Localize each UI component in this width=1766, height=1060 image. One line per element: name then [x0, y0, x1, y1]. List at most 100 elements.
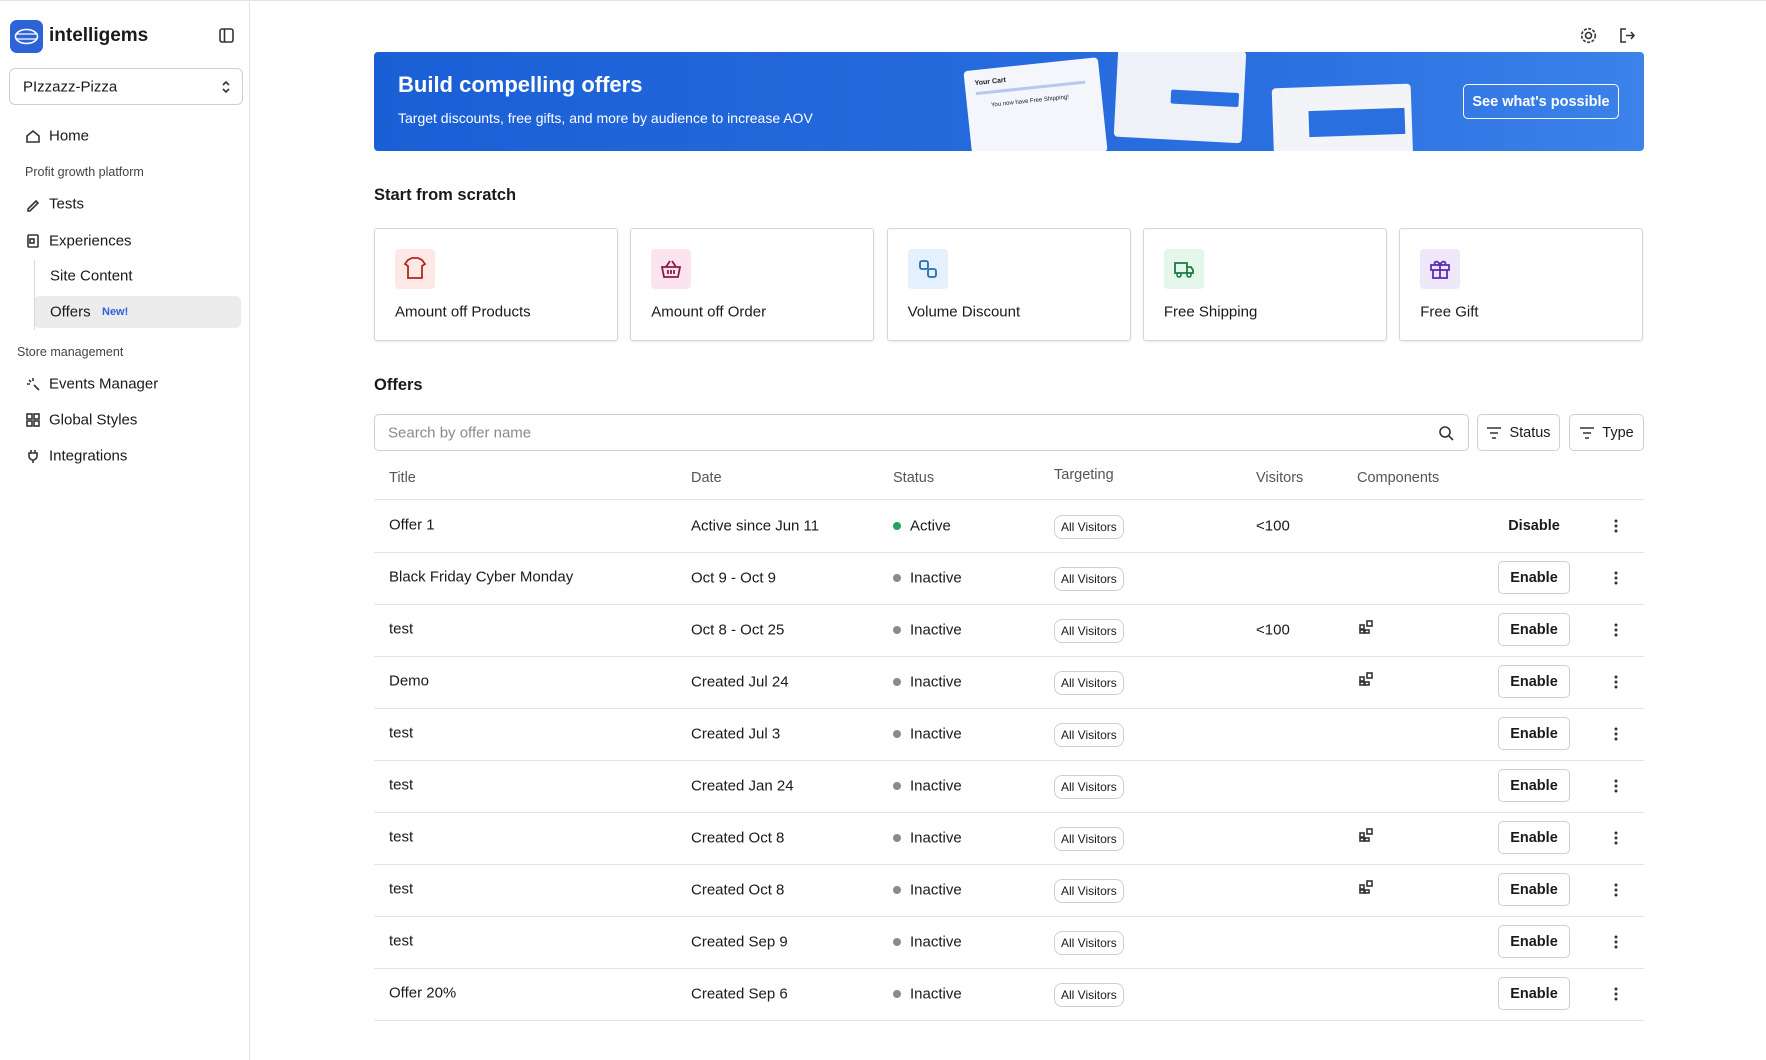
- offer-type-card[interactable]: Free Gift: [1399, 228, 1644, 341]
- nav-item[interactable]: Events Manager: [49, 375, 159, 393]
- action-button[interactable]: Enable: [1498, 665, 1570, 698]
- status-dot: [893, 886, 901, 894]
- nav-item[interactable]: Offers: [50, 303, 91, 321]
- offer-date: Created Jul 3: [691, 725, 781, 743]
- card-icon: [651, 249, 692, 289]
- offer-title[interactable]: test: [389, 776, 414, 794]
- row-divider: [374, 552, 1644, 553]
- action-button[interactable]: Enable: [1498, 925, 1570, 958]
- nav-item[interactable]: Site Content: [50, 267, 133, 285]
- column-header: Status: [893, 470, 935, 486]
- targeting-pill: All Visitors: [1054, 671, 1124, 695]
- nav-icon: [25, 128, 41, 149]
- column-header: Title: [389, 470, 416, 486]
- offer-title[interactable]: test: [389, 620, 414, 638]
- chevron: [222, 80, 230, 94]
- row-menu[interactable]: [1612, 570, 1620, 591]
- status-dot: [893, 938, 901, 946]
- offer-title[interactable]: Black Friday Cyber Monday: [389, 568, 574, 586]
- offer-status: Inactive: [910, 881, 962, 899]
- offer-type-card[interactable]: Amount off Products: [374, 228, 618, 341]
- nav-item[interactable]: Tests: [49, 195, 85, 213]
- settings-button[interactable]: [1580, 27, 1597, 44]
- action-button[interactable]: Enable: [1498, 873, 1570, 906]
- offer-title[interactable]: test: [389, 880, 414, 898]
- row-menu[interactable]: [1612, 986, 1620, 1007]
- row-divider: [374, 499, 1644, 500]
- offer-status: Inactive: [910, 673, 962, 691]
- offer-type-card[interactable]: Volume Discount: [886, 228, 1131, 341]
- row-menu[interactable]: [1612, 778, 1620, 799]
- row-menu[interactable]: [1612, 622, 1620, 643]
- logout-button[interactable]: [1619, 27, 1636, 44]
- status-dot: [893, 782, 901, 790]
- nav-item[interactable]: Global Styles: [49, 411, 138, 429]
- offer-date: Active since Jun 11: [691, 517, 820, 535]
- row-menu[interactable]: [1612, 674, 1620, 695]
- action-button[interactable]: Disable: [1508, 517, 1560, 534]
- offer-date: Created Sep 6: [691, 985, 788, 1003]
- active-bg: [34, 296, 241, 328]
- nav-item[interactable]: Home: [49, 127, 90, 145]
- offer-status: Inactive: [910, 933, 962, 951]
- logo: [10, 20, 43, 53]
- nav-badge: New!: [102, 306, 129, 318]
- targeting-pill: All Visitors: [1054, 567, 1124, 591]
- brand: intelligems: [49, 25, 149, 46]
- action-button[interactable]: Enable: [1498, 821, 1570, 854]
- targeting-pill: All Visitors: [1054, 723, 1124, 747]
- action-button[interactable]: Enable: [1498, 717, 1570, 750]
- offer-type-card[interactable]: Free Shipping: [1142, 228, 1387, 341]
- row-menu[interactable]: [1612, 830, 1620, 851]
- filter-button[interactable]: Status: [1477, 414, 1560, 451]
- illustration-discount: [1271, 83, 1414, 151]
- offer-date: Oct 9 - Oct 9: [691, 569, 777, 587]
- offer-title[interactable]: Offer 20%: [389, 984, 457, 1002]
- nav-item[interactable]: Experiences: [49, 232, 132, 250]
- store-name: PIzzazz-Pizza: [23, 78, 118, 96]
- components-icon: [1359, 620, 1373, 639]
- filter-button[interactable]: Type: [1569, 414, 1644, 451]
- action-button[interactable]: Enable: [1498, 977, 1570, 1010]
- offer-title[interactable]: test: [389, 828, 414, 846]
- nav-icon: [25, 196, 41, 217]
- action-button[interactable]: Enable: [1498, 769, 1570, 802]
- offer-status: Inactive: [910, 829, 962, 847]
- nav-icon: [25, 233, 41, 254]
- card-label: Free Shipping: [1163, 303, 1258, 321]
- offer-date: Created Jan 24: [691, 777, 794, 795]
- row-divider: [374, 1020, 1644, 1021]
- row-menu[interactable]: [1612, 518, 1620, 539]
- tree-line: [34, 260, 35, 330]
- status-dot: [893, 626, 901, 634]
- offer-status: Inactive: [910, 621, 962, 639]
- row-menu[interactable]: [1612, 726, 1620, 747]
- status-dot: [893, 834, 901, 842]
- visitors: <100: [1256, 621, 1290, 639]
- targeting-pill: All Visitors: [1054, 775, 1124, 799]
- action-button[interactable]: Enable: [1498, 561, 1570, 594]
- card-label: Volume Discount: [907, 303, 1021, 321]
- offer-title[interactable]: test: [389, 724, 414, 742]
- illustration-tiers: [1113, 52, 1247, 144]
- card-label: Free Gift: [1420, 303, 1479, 321]
- offer-type-card[interactable]: Amount off Order: [630, 228, 875, 341]
- search-box[interactable]: Search by offer name: [374, 414, 1469, 451]
- nav-item[interactable]: Integrations: [49, 447, 128, 465]
- store-select[interactable]: PIzzazz-Pizza: [9, 68, 243, 105]
- collapse-button[interactable]: [219, 28, 234, 43]
- offer-title[interactable]: Offer 1: [389, 516, 435, 534]
- action-button[interactable]: Enable: [1498, 613, 1570, 646]
- offer-title[interactable]: Demo: [389, 672, 430, 690]
- offer-title[interactable]: test: [389, 932, 414, 950]
- row-menu[interactable]: [1612, 934, 1620, 955]
- card-icon: [1420, 249, 1461, 289]
- nav-section: Profit growth platform: [25, 165, 144, 179]
- targeting-pill: All Visitors: [1054, 827, 1124, 851]
- offer-status: Inactive: [910, 777, 962, 795]
- banner-subtitle: Target discounts, free gifts, and more b…: [398, 110, 813, 126]
- banner-button[interactable]: See what's possible: [1463, 84, 1619, 119]
- row-menu[interactable]: [1612, 882, 1620, 903]
- offer-date: Created Sep 9: [691, 933, 788, 951]
